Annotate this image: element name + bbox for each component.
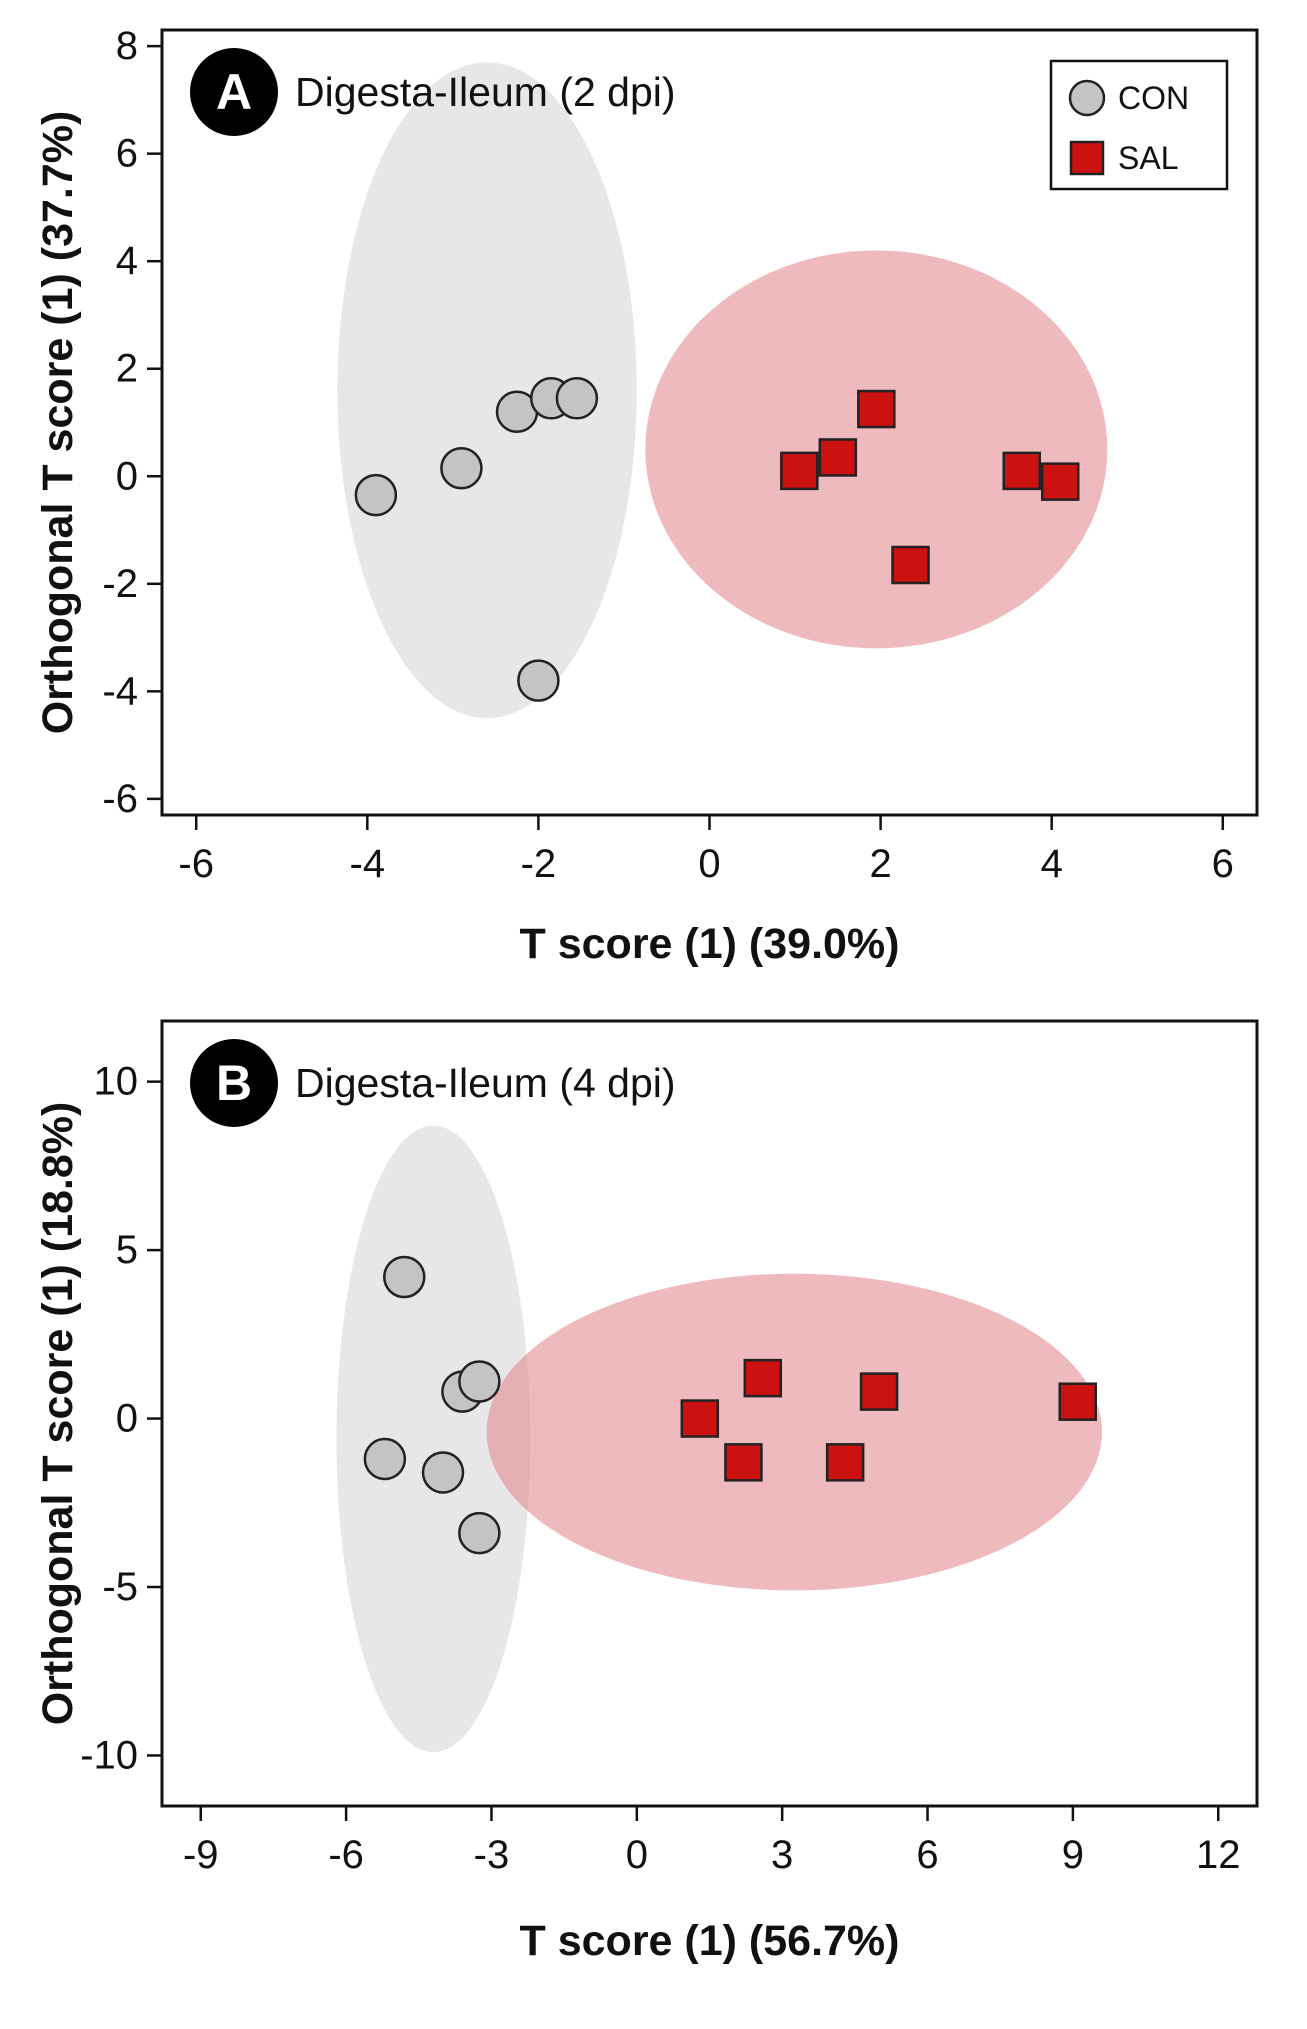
- panel-b-con-point: [421, 1451, 465, 1494]
- panel-a-letter: A: [216, 64, 252, 120]
- panel-b-x-tick-label: 9: [1062, 1833, 1084, 1877]
- panel-b-y-axis-title: Orthogonal T score (1) (18.8%): [34, 1102, 82, 1726]
- panel-a-con-point: [440, 446, 483, 490]
- panel-a-sal-point: [1002, 451, 1041, 491]
- panel-a-sal-point: [780, 451, 819, 491]
- panel-b-sal-point: [743, 1358, 783, 1398]
- panel-a-x-tick-label: 6: [1212, 842, 1234, 886]
- panel-b-y-tick-label: 10: [94, 1060, 139, 1104]
- panel-a-y-axis-title: Orthogonal T score (1) (37.7%): [34, 111, 82, 735]
- panel-a-x-tick-label: 0: [698, 842, 720, 886]
- panel-a-sal-point: [857, 389, 896, 429]
- panel-b-con-point: [458, 1360, 501, 1403]
- panel-a-y-tick-label: -6: [102, 777, 138, 821]
- panel-a-y-tick-label: 2: [116, 347, 138, 391]
- panel-b-y-tick-label: -10: [80, 1733, 138, 1777]
- panel-a-con-point: [555, 377, 599, 420]
- panel-b-sal-point: [680, 1399, 720, 1438]
- panel-b: B Digesta-Ileum (4 dpi) -9 -6 -3 0 3 6 9 12 -10…: [34, 1019, 1259, 1965]
- legend: CON SAL: [1049, 59, 1229, 191]
- panel-b-sal-ellipse: [486, 1273, 1102, 1591]
- panel-a-y-tick-label: 0: [116, 454, 138, 498]
- panel-a-badge: A: [190, 48, 278, 136]
- panel-a-sal-point: [1040, 462, 1080, 501]
- panel-a-x-tick-label: -4: [350, 842, 386, 886]
- panel-b-plot-area: [336, 1125, 1102, 1753]
- legend-sal-label: SAL: [1118, 140, 1178, 176]
- legend-sal-marker: [1069, 140, 1105, 176]
- panel-b-x-tick-label: -9: [183, 1833, 219, 1877]
- panel-b-letter-badge: [190, 1039, 278, 1127]
- panel-b-sal-point: [859, 1372, 899, 1411]
- legend-con-marker: [1068, 79, 1106, 117]
- panel-b-x-tick-label: -3: [474, 1833, 510, 1877]
- panel-a-y-tick-label: 6: [116, 132, 138, 176]
- panel-b-y-tick-label: 5: [116, 1228, 138, 1272]
- panel-b-x-tick-label: 0: [626, 1833, 648, 1877]
- panel-a-con-point: [354, 473, 398, 517]
- panel-a-x-tick-label: 4: [1041, 842, 1063, 886]
- panel-a-x-tick-label: -2: [521, 842, 557, 886]
- panel-b-y-tick-label: 0: [116, 1397, 138, 1441]
- panel-b-title: Digesta-Ileum (4 dpi): [295, 1060, 676, 1106]
- panel-a-x-axis: -6 -4 -2 0 2 4 6: [178, 815, 1234, 886]
- legend-con-label: CON: [1118, 80, 1189, 116]
- panel-b-badge: B: [190, 1039, 278, 1127]
- panel-a-x-tick-label: 2: [869, 842, 891, 886]
- panel-b-con-point: [458, 1511, 501, 1555]
- panel-b-sal-point: [825, 1443, 865, 1482]
- panel-b-y-axis: -10 -5 0 5 10: [80, 1060, 162, 1777]
- panel-a-x-axis-title: T score (1) (39.0%): [520, 920, 900, 968]
- panel-a-sal-point: [891, 545, 930, 585]
- panel-b-x-tick-label: 3: [771, 1833, 793, 1877]
- panel-a-y-axis: -6 -4 -2 0 2 4 6 8: [102, 24, 162, 821]
- panel-b-x-tick-label: 6: [916, 1833, 938, 1877]
- panel-b-con-point: [363, 1437, 407, 1481]
- panel-a-plot-area: [337, 62, 1108, 719]
- panel-a-con-ellipse: [337, 62, 637, 719]
- panel-b-sal-point: [724, 1443, 763, 1482]
- panel-a-y-tick-label: -2: [102, 562, 138, 606]
- panel-a-y-tick-label: 4: [116, 239, 138, 283]
- panel-b-x-axis: -9 -6 -3 0 3 6 9 12: [183, 1806, 1241, 1877]
- panel-a: A Digesta-Ileum (2 dpi) -6 -4 -2 0 2 4 6 -6-4-…: [34, 24, 1259, 968]
- panel-b-x-tick-label: -6: [328, 1833, 364, 1877]
- panel-a-y-tick-label: -4: [102, 669, 138, 713]
- panel-a-title: Digesta-Ileum (2 dpi): [295, 69, 676, 115]
- panel-b-y-tick-label: -5: [102, 1565, 138, 1609]
- panel-a-x-tick-label: -6: [178, 842, 214, 886]
- panel-a-con-point: [517, 659, 560, 702]
- panel-b-letter: B: [216, 1055, 252, 1111]
- panel-a-letter-badge: [190, 48, 278, 136]
- panel-b-x-tick-label: 12: [1196, 1833, 1241, 1877]
- panel-a-sal-ellipse: [645, 250, 1108, 649]
- panel-b-sal-point: [1058, 1382, 1097, 1421]
- panel-a-sal-point: [818, 438, 858, 477]
- panel-b-con-point: [383, 1255, 426, 1299]
- panel-b-x-axis-title: T score (1) (56.7%): [520, 1917, 900, 1965]
- panel-a-y-tick-label: 8: [116, 24, 138, 68]
- panel-b-plot-frame: [160, 1019, 1259, 1808]
